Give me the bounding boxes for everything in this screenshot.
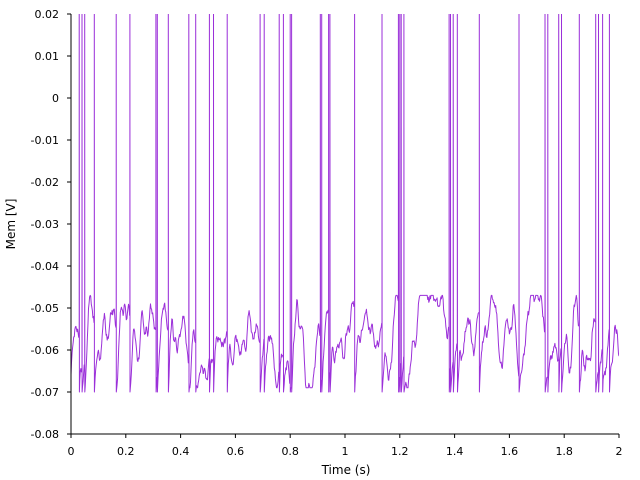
- x-axis-label: Time (s): [321, 463, 371, 477]
- x-axis-ticks: 0 0.2 0.4 0.6 0.8 1 1.2 1.4 1.6 1.8 2: [68, 434, 623, 458]
- y-axis-label: Mem [V]: [4, 199, 18, 250]
- y-tick-label: -0.01: [31, 134, 59, 147]
- y-tick-label: -0.08: [31, 428, 59, 441]
- x-tick-label: 2: [616, 445, 623, 458]
- y-tick-label: 0.02: [35, 8, 60, 21]
- x-tick-label: 1.6: [501, 445, 519, 458]
- y-tick-label: -0.04: [31, 260, 59, 273]
- x-tick-label: 1.8: [555, 445, 573, 458]
- x-tick-label: 1: [342, 445, 349, 458]
- x-tick-label: 0: [68, 445, 75, 458]
- x-tick-label: 1.4: [446, 445, 464, 458]
- x-tick-label: 0.4: [172, 445, 190, 458]
- y-tick-label: -0.02: [31, 176, 59, 189]
- x-tick-label: 0.6: [227, 445, 245, 458]
- x-tick-label: 0.2: [117, 445, 135, 458]
- y-tick-label: 0: [52, 92, 59, 105]
- membrane-trace-line: [71, 14, 619, 393]
- y-tick-label: 0.01: [35, 50, 60, 63]
- x-tick-label: 1.2: [391, 445, 409, 458]
- y-tick-label: -0.03: [31, 218, 59, 231]
- plot-area: [71, 14, 619, 393]
- y-tick-label: -0.05: [31, 302, 59, 315]
- x-tick-label: 0.8: [281, 445, 299, 458]
- y-tick-label: -0.07: [31, 386, 59, 399]
- y-tick-label: -0.06: [31, 344, 59, 357]
- y-axis-ticks: 0.02 0.01 0 -0.01 -0.02 -0.03 -0.04 -0.05 -0.06 -…: [31, 8, 71, 441]
